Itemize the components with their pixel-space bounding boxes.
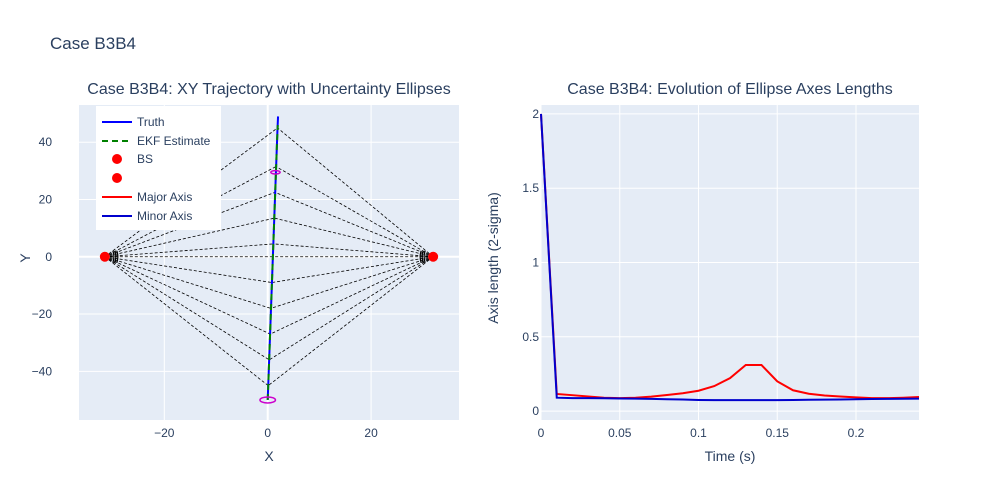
bs-marker [99,251,110,262]
ray-line [269,256,434,361]
uncertainty-ellipse [259,396,277,404]
trajectory-y-tick-label: −40 [32,364,53,378]
legend-label-truth[interactable]: Truth [137,115,165,129]
axes-y-tick-label: 2 [532,107,539,121]
axes-x-tick-label: 0.15 [766,426,790,440]
axes-x-label: Time (s) [705,448,756,464]
ray-line [274,191,434,258]
legend-label-ekf[interactable]: EKF Estimate [137,134,211,148]
bs-arc [419,250,422,263]
trajectory-y-label: Y [17,253,33,263]
uncertainty-ellipse [270,169,281,175]
ray-line [104,256,270,361]
trajectory-y-tick-label: 40 [39,135,53,149]
ekf-line [266,125,279,400]
axes-x-tick-label: 0.2 [848,426,865,440]
trajectory-marks [99,116,439,404]
ray-line [275,166,434,258]
axes-x-tick-label: 0.1 [690,426,707,440]
bs-arc [112,250,115,263]
ray-line [270,256,434,309]
trajectory-x-label: X [264,448,274,464]
axes-y-label: Axis length (2-sigma) [485,192,501,324]
ray-line [104,217,275,258]
legend-box [96,106,221,230]
bs-arc [423,250,426,263]
axes-ticks: 0 0.05 0.1 0.15 0.2 0 0.5 1 1.5 2 [522,107,864,440]
ray-line [104,243,274,258]
minor-axis-line [540,113,920,402]
ray-line [104,256,271,309]
axes-marks [540,113,920,402]
trajectory-x-tick-label: −20 [154,426,175,440]
trajectory-x-tick-label: 20 [364,426,378,440]
legend: Truth EKF Estimate BS Major Axis Minor A… [96,106,221,230]
ray-line [273,243,434,258]
trajectory-x-tick-label: 0 [264,426,271,440]
ray-line [104,256,272,283]
bs-arc [114,250,117,263]
bs-arc [116,250,119,263]
ray-line [270,256,434,335]
axes-y-tick-label: 1.5 [522,181,539,195]
trajectory-ticks: −20 0 20 −40 −20 0 20 40 [32,135,378,440]
axes-grid [540,105,919,420]
legend-marker-bs2 [112,173,122,183]
legend-label-minor[interactable]: Minor Axis [137,209,192,223]
bs-marker [428,251,439,262]
trajectory-y-tick-label: −20 [32,307,53,321]
trajectory-title: Case B3B4: XY Trajectory with Uncertaint… [87,81,450,98]
trajectory-y-tick-label: 20 [39,193,53,207]
figure-title: Case B3B4 [50,34,136,53]
axes-y-tick-label: 1 [532,256,539,270]
trajectory-y-tick-label: 0 [45,250,52,264]
ray-line [277,127,434,258]
ray-line [274,217,434,258]
axes-y-tick-label: 0.5 [522,330,539,344]
legend-marker-bs [112,154,122,164]
axes-x-tick-label: 0.05 [608,426,632,440]
legend-label-major[interactable]: Major Axis [137,190,192,204]
ray-line [271,256,434,283]
axes-y-tick-label: 0 [532,404,539,418]
axes-title: Case B3B4: Evolution of Ellipse Axes Len… [567,81,893,98]
bs-arc [421,250,424,263]
legend-label-bs[interactable]: BS [137,152,153,166]
ray-line [104,256,271,335]
axes-x-tick-label: 0 [538,426,545,440]
